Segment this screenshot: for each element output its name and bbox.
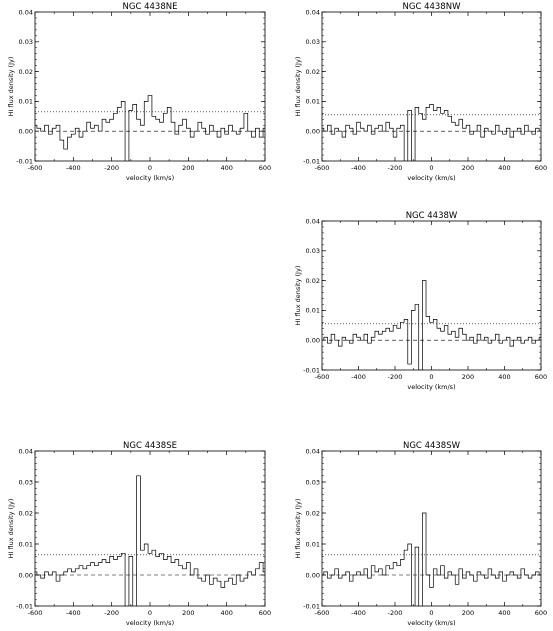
y-tick-label: -0.01: [16, 602, 33, 610]
x-tick-label: -400: [351, 609, 366, 617]
y-tick-label: 0.04: [306, 217, 320, 225]
chart-panel-3: -600 -400 -200 0 200 400 600 -0.01 0.00 0.01 0.02 0…: [294, 211, 547, 391]
y-axis-label: HI flux density (Jy): [294, 266, 302, 326]
x-tick-label: 200: [462, 164, 474, 172]
x-tick-label: -400: [66, 609, 81, 617]
x-tick-label: 600: [259, 609, 271, 617]
x-tick-label: 200: [182, 609, 194, 617]
y-tick-label: 0.02: [306, 277, 320, 285]
chart-title: NGC 4438W: [406, 211, 458, 221]
x-tick-label: 400: [498, 373, 510, 381]
x-tick-label: 600: [535, 609, 547, 617]
y-tick-label: 0.04: [306, 8, 320, 16]
y-axis-label: HI flux density (Jy): [294, 57, 302, 117]
x-tick-label: 0: [148, 609, 152, 617]
plot-frame: [321, 220, 542, 371]
y-axis-label: HI flux density (Jy): [7, 499, 15, 559]
spectrum-series: [322, 104, 541, 161]
chart-title: NGC 4438NE: [123, 2, 178, 12]
y-tick-label: 0.02: [306, 68, 320, 76]
x-axis-label: velocity (km/s): [407, 174, 455, 182]
y-tick-label: -0.01: [303, 157, 320, 165]
y-tick-label: 0.03: [306, 478, 320, 486]
x-axis-label: velocity (km/s): [407, 383, 455, 391]
chart-panel-1: -600 -400 -200 0 200 400 600 -0.01 0.00 0.01 0.02 0…: [7, 2, 271, 182]
y-tick-label: 0.04: [306, 447, 320, 455]
y-tick-label: -0.01: [303, 602, 320, 610]
spectrum-series: [322, 280, 541, 370]
x-tick-label: -600: [315, 373, 330, 381]
y-tick-label: 0.00: [19, 128, 33, 136]
x-axis-label: velocity (km/s): [126, 619, 174, 627]
y-tick-label: 0.00: [306, 337, 320, 345]
y-tick-label: 0.00: [306, 571, 320, 579]
y-tick-label: -0.01: [303, 366, 320, 374]
y-tick-label: 0.01: [306, 540, 320, 548]
chart-panel-4: -600 -400 -200 0 200 400 600 -0.01 0.00 0.01 0.02 0…: [7, 441, 271, 627]
y-axis-label: HI flux density (Jy): [7, 57, 15, 117]
x-tick-label: 0: [429, 164, 433, 172]
x-tick-label: -400: [66, 164, 81, 172]
x-tick-label: 200: [462, 373, 474, 381]
x-tick-label: -400: [351, 164, 366, 172]
x-tick-label: -200: [388, 609, 403, 617]
plot-frame: [321, 11, 542, 162]
x-tick-label: 400: [498, 164, 510, 172]
x-tick-label: -200: [104, 609, 119, 617]
plot-frame: [34, 450, 266, 607]
y-tick-label: 0.01: [19, 98, 33, 106]
x-tick-label: 0: [429, 609, 433, 617]
x-tick-label: 200: [462, 609, 474, 617]
x-tick-label: 400: [220, 164, 232, 172]
x-tick-label: 600: [535, 373, 547, 381]
x-tick-label: -200: [388, 373, 403, 381]
chart-panel-5: -600 -400 -200 0 200 400 600 -0.01 0.00 0.01 0.02 0…: [294, 441, 547, 627]
x-tick-label: -600: [315, 609, 330, 617]
x-tick-label: 200: [182, 164, 194, 172]
x-axis-label: velocity (km/s): [126, 174, 174, 182]
y-tick-label: 0.01: [306, 98, 320, 106]
plot-frame: [321, 450, 542, 607]
y-tick-label: 0.00: [306, 128, 320, 136]
y-axis-label: HI flux density (Jy): [294, 499, 302, 559]
y-tick-label: 0.02: [19, 509, 33, 517]
y-tick-label: 0.03: [19, 38, 33, 46]
y-tick-label: 0.01: [306, 307, 320, 315]
y-tick-label: 0.00: [19, 571, 33, 579]
x-tick-label: 0: [429, 373, 433, 381]
y-tick-label: 0.04: [19, 8, 33, 16]
x-tick-label: -600: [28, 164, 43, 172]
x-axis-label: velocity (km/s): [407, 619, 455, 627]
chart-panel-2: -600 -400 -200 0 200 400 600 -0.01 0.00 0.01 0.02 0…: [294, 2, 547, 182]
y-tick-label: -0.01: [16, 157, 33, 165]
x-tick-label: -200: [388, 164, 403, 172]
y-tick-label: 0.03: [306, 38, 320, 46]
spectrum-series: [35, 95, 265, 161]
x-tick-label: -600: [315, 164, 330, 172]
x-tick-label: -400: [351, 373, 366, 381]
chart-title: NGC 4438SE: [123, 441, 177, 451]
chart-title: NGC 4438NW: [403, 2, 462, 12]
x-tick-label: -600: [28, 609, 43, 617]
spectrum-series: [35, 475, 265, 606]
y-tick-label: 0.02: [306, 509, 320, 517]
x-tick-label: 600: [259, 164, 271, 172]
x-tick-label: 0: [148, 164, 152, 172]
x-tick-label: 600: [535, 164, 547, 172]
spectrum-series: [322, 512, 541, 606]
y-tick-label: 0.03: [306, 247, 320, 255]
x-tick-label: -200: [104, 164, 119, 172]
y-tick-label: 0.02: [19, 68, 33, 76]
chart-title: NGC 4438SW: [403, 441, 461, 451]
x-tick-label: 400: [220, 609, 232, 617]
x-tick-label: 400: [498, 609, 510, 617]
plot-frame: [34, 11, 266, 162]
y-tick-label: 0.03: [19, 478, 33, 486]
y-tick-label: 0.01: [19, 540, 33, 548]
y-tick-label: 0.04: [19, 447, 33, 455]
